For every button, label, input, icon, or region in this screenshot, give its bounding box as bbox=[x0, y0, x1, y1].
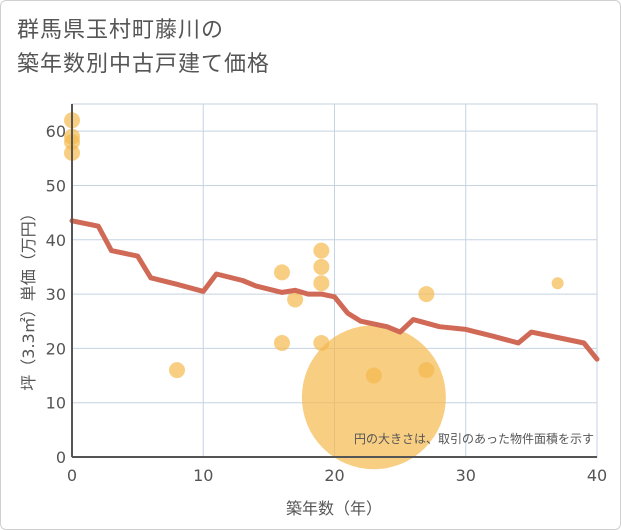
data-point bbox=[301, 325, 446, 470]
y-tick-label: 10 bbox=[46, 394, 66, 413]
y-tick-label: 50 bbox=[46, 176, 66, 195]
data-point bbox=[313, 275, 330, 292]
chart-title: 群馬県玉村町藤川の 築年数別中古戸建て価格 bbox=[17, 14, 270, 82]
x-tick-label: 40 bbox=[587, 466, 607, 485]
y-tick-label: 40 bbox=[46, 231, 66, 250]
tick-labels: 0 10 20 30 40 0 10 20 30 40 50 60 bbox=[46, 122, 608, 485]
data-point bbox=[274, 264, 290, 281]
data-point bbox=[313, 258, 330, 275]
y-tick-label: 20 bbox=[46, 339, 66, 358]
chart-title-line-2: 築年数別中古戸建て価格 bbox=[17, 52, 271, 77]
data-point bbox=[274, 334, 290, 351]
y-axis-label: 坪（3.3㎡）単価（万円） bbox=[19, 205, 38, 390]
x-tick-label: 20 bbox=[324, 466, 344, 485]
axes bbox=[71, 104, 597, 458]
x-axis-label: 築年数（年） bbox=[286, 499, 382, 518]
data-point bbox=[313, 242, 330, 259]
trend-line-group bbox=[69, 218, 600, 362]
x-tick-label: 10 bbox=[193, 466, 213, 485]
data-points bbox=[64, 112, 564, 470]
trend-line bbox=[69, 218, 600, 362]
data-point bbox=[418, 286, 435, 303]
y-tick-label: 60 bbox=[46, 122, 66, 141]
data-point bbox=[169, 362, 185, 379]
x-tick-label: 30 bbox=[456, 466, 476, 485]
x-tick-label: 0 bbox=[67, 466, 77, 485]
data-point bbox=[418, 362, 435, 379]
chart-title-line-1: 群馬県玉村町藤川の bbox=[17, 18, 225, 43]
data-point bbox=[551, 277, 564, 290]
size-note: 円の大きさは、取引のあった物件面積を示す bbox=[354, 431, 594, 446]
y-tick-label: 30 bbox=[46, 285, 66, 304]
data-point bbox=[287, 291, 304, 308]
y-tick-label: 0 bbox=[56, 448, 66, 467]
